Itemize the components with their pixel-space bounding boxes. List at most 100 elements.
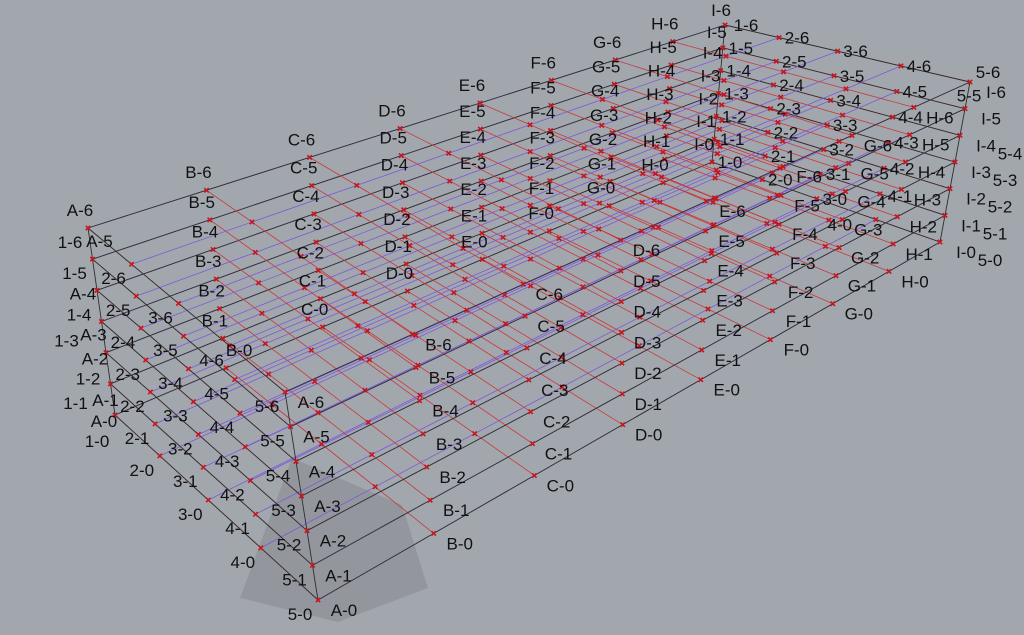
grid-label-letter: I-0 xyxy=(694,135,714,154)
grid-node-marker xyxy=(769,246,776,252)
grid-node-marker xyxy=(128,261,135,267)
grid-label-letter: G-1 xyxy=(848,277,876,296)
grid-node-marker xyxy=(708,250,715,257)
grid-node-marker xyxy=(255,280,262,286)
grid-node-marker xyxy=(701,257,708,264)
grid-node-marker xyxy=(636,343,643,349)
grid-node-marker xyxy=(477,100,483,106)
grid-node-marker xyxy=(637,314,643,320)
grid-node-marker xyxy=(778,192,784,199)
grid-node-marker xyxy=(556,235,562,242)
grid-node-marker xyxy=(962,105,968,112)
grid-node-marker xyxy=(967,79,973,85)
grid-node-marker xyxy=(597,174,604,180)
grid-line-G-level-1 xyxy=(609,180,837,277)
grid-node-marker xyxy=(595,226,602,232)
grid-node-marker xyxy=(94,287,100,294)
grid-node-marker xyxy=(773,58,780,65)
grid-node-marker xyxy=(313,239,319,245)
grid-label-number: 2-5 xyxy=(106,301,131,320)
grid-node-marker xyxy=(471,430,478,437)
grid-node-marker xyxy=(885,139,892,146)
grid-node-marker xyxy=(85,225,91,231)
level-edge-line xyxy=(114,414,319,601)
grid-node-marker xyxy=(826,217,832,223)
grid-node-marker xyxy=(655,117,661,123)
grid-node-marker xyxy=(655,224,662,231)
grid-node-marker xyxy=(420,431,426,437)
grid-line-H-level-6 xyxy=(672,41,914,108)
grid-node-marker xyxy=(231,376,238,383)
grid-line-3-level-3 xyxy=(193,124,828,403)
grid-node-marker xyxy=(715,139,721,146)
grid-label-letter: H-0 xyxy=(641,156,668,175)
grid-node-marker xyxy=(596,200,603,206)
grid-label-number: 4-5 xyxy=(902,83,927,102)
grid-node-marker xyxy=(220,335,226,342)
grid-node-marker xyxy=(464,307,470,313)
grid-label-number: 3-1 xyxy=(173,472,198,491)
grid-node-marker xyxy=(112,412,118,418)
grid-node-marker xyxy=(706,278,713,285)
grid-line-2-level-4 xyxy=(140,84,774,329)
grid-node-marker xyxy=(479,256,486,263)
grid-label-letter: C-0 xyxy=(301,300,328,319)
grid-node-marker xyxy=(721,77,727,84)
grid-label-number: 1-0 xyxy=(718,153,743,172)
grid-node-marker xyxy=(782,111,788,117)
grid-node-marker xyxy=(417,392,423,398)
level-edge-line xyxy=(284,81,971,393)
level-edge-line xyxy=(722,47,966,110)
level-edge-line xyxy=(711,161,941,243)
grid-line-G-level-3 xyxy=(611,132,843,220)
grid-node-marker xyxy=(619,360,625,366)
grid-node-marker xyxy=(579,311,586,318)
grid-label-letter: I-2 xyxy=(698,89,718,108)
grid-label-letter: E-1 xyxy=(461,206,487,225)
grid-label-number: 1-6 xyxy=(58,233,83,252)
grid-node-marker xyxy=(894,213,901,220)
grid-node-marker xyxy=(663,132,670,139)
grid-label-letter: C-2 xyxy=(297,243,324,262)
grid-node-marker xyxy=(411,302,417,309)
grid-node-marker xyxy=(207,217,213,223)
grid-node-marker xyxy=(607,178,613,185)
grid-label-number: 1-0 xyxy=(85,432,110,451)
grid-node-marker xyxy=(309,562,316,569)
grid-node-marker xyxy=(318,441,325,447)
grid-line-H-level-2 xyxy=(666,135,898,218)
grid-node-marker xyxy=(718,102,725,108)
grid-node-marker xyxy=(301,284,308,291)
grid-node-marker xyxy=(404,212,411,219)
grid-node-marker xyxy=(618,268,624,274)
grid-label-letter: G-2 xyxy=(589,130,617,149)
grid-label-letter: A-1 xyxy=(325,566,351,585)
grid-label-letter: H-4 xyxy=(648,62,675,81)
grid-node-marker xyxy=(479,230,485,237)
grid-label-letter: F-3 xyxy=(790,254,816,273)
grid-label-letter: G-0 xyxy=(587,179,615,198)
grid-label-letter: C-6 xyxy=(536,285,563,304)
grid-node-marker xyxy=(404,288,411,294)
grid-label-letter: H-3 xyxy=(914,190,941,209)
grid-line-F-level-6 xyxy=(551,79,784,167)
grid-node-marker xyxy=(315,267,322,274)
grid-label-letter: D-6 xyxy=(378,102,405,121)
grid-node-marker xyxy=(430,530,437,537)
grid-label-letter: A-6 xyxy=(67,201,93,220)
grid-label-letter: B-0 xyxy=(226,341,252,360)
grid-label-number: 5-1 xyxy=(282,570,307,589)
grid-node-marker xyxy=(618,298,624,305)
grid-label-letter: A-6 xyxy=(298,393,324,412)
grid-node-marker xyxy=(402,234,408,240)
grid-label-letter: C-4 xyxy=(539,349,566,368)
grid-node-marker xyxy=(89,256,96,262)
grid-label-number: 1-5 xyxy=(62,264,87,283)
grid-node-marker xyxy=(670,38,676,45)
grid-line-E-level-4 xyxy=(480,154,705,262)
grid-label-number: 2-4 xyxy=(111,333,136,352)
grid-node-marker xyxy=(598,122,605,129)
grid-node-marker xyxy=(834,48,841,54)
grid-node-marker xyxy=(362,387,368,394)
